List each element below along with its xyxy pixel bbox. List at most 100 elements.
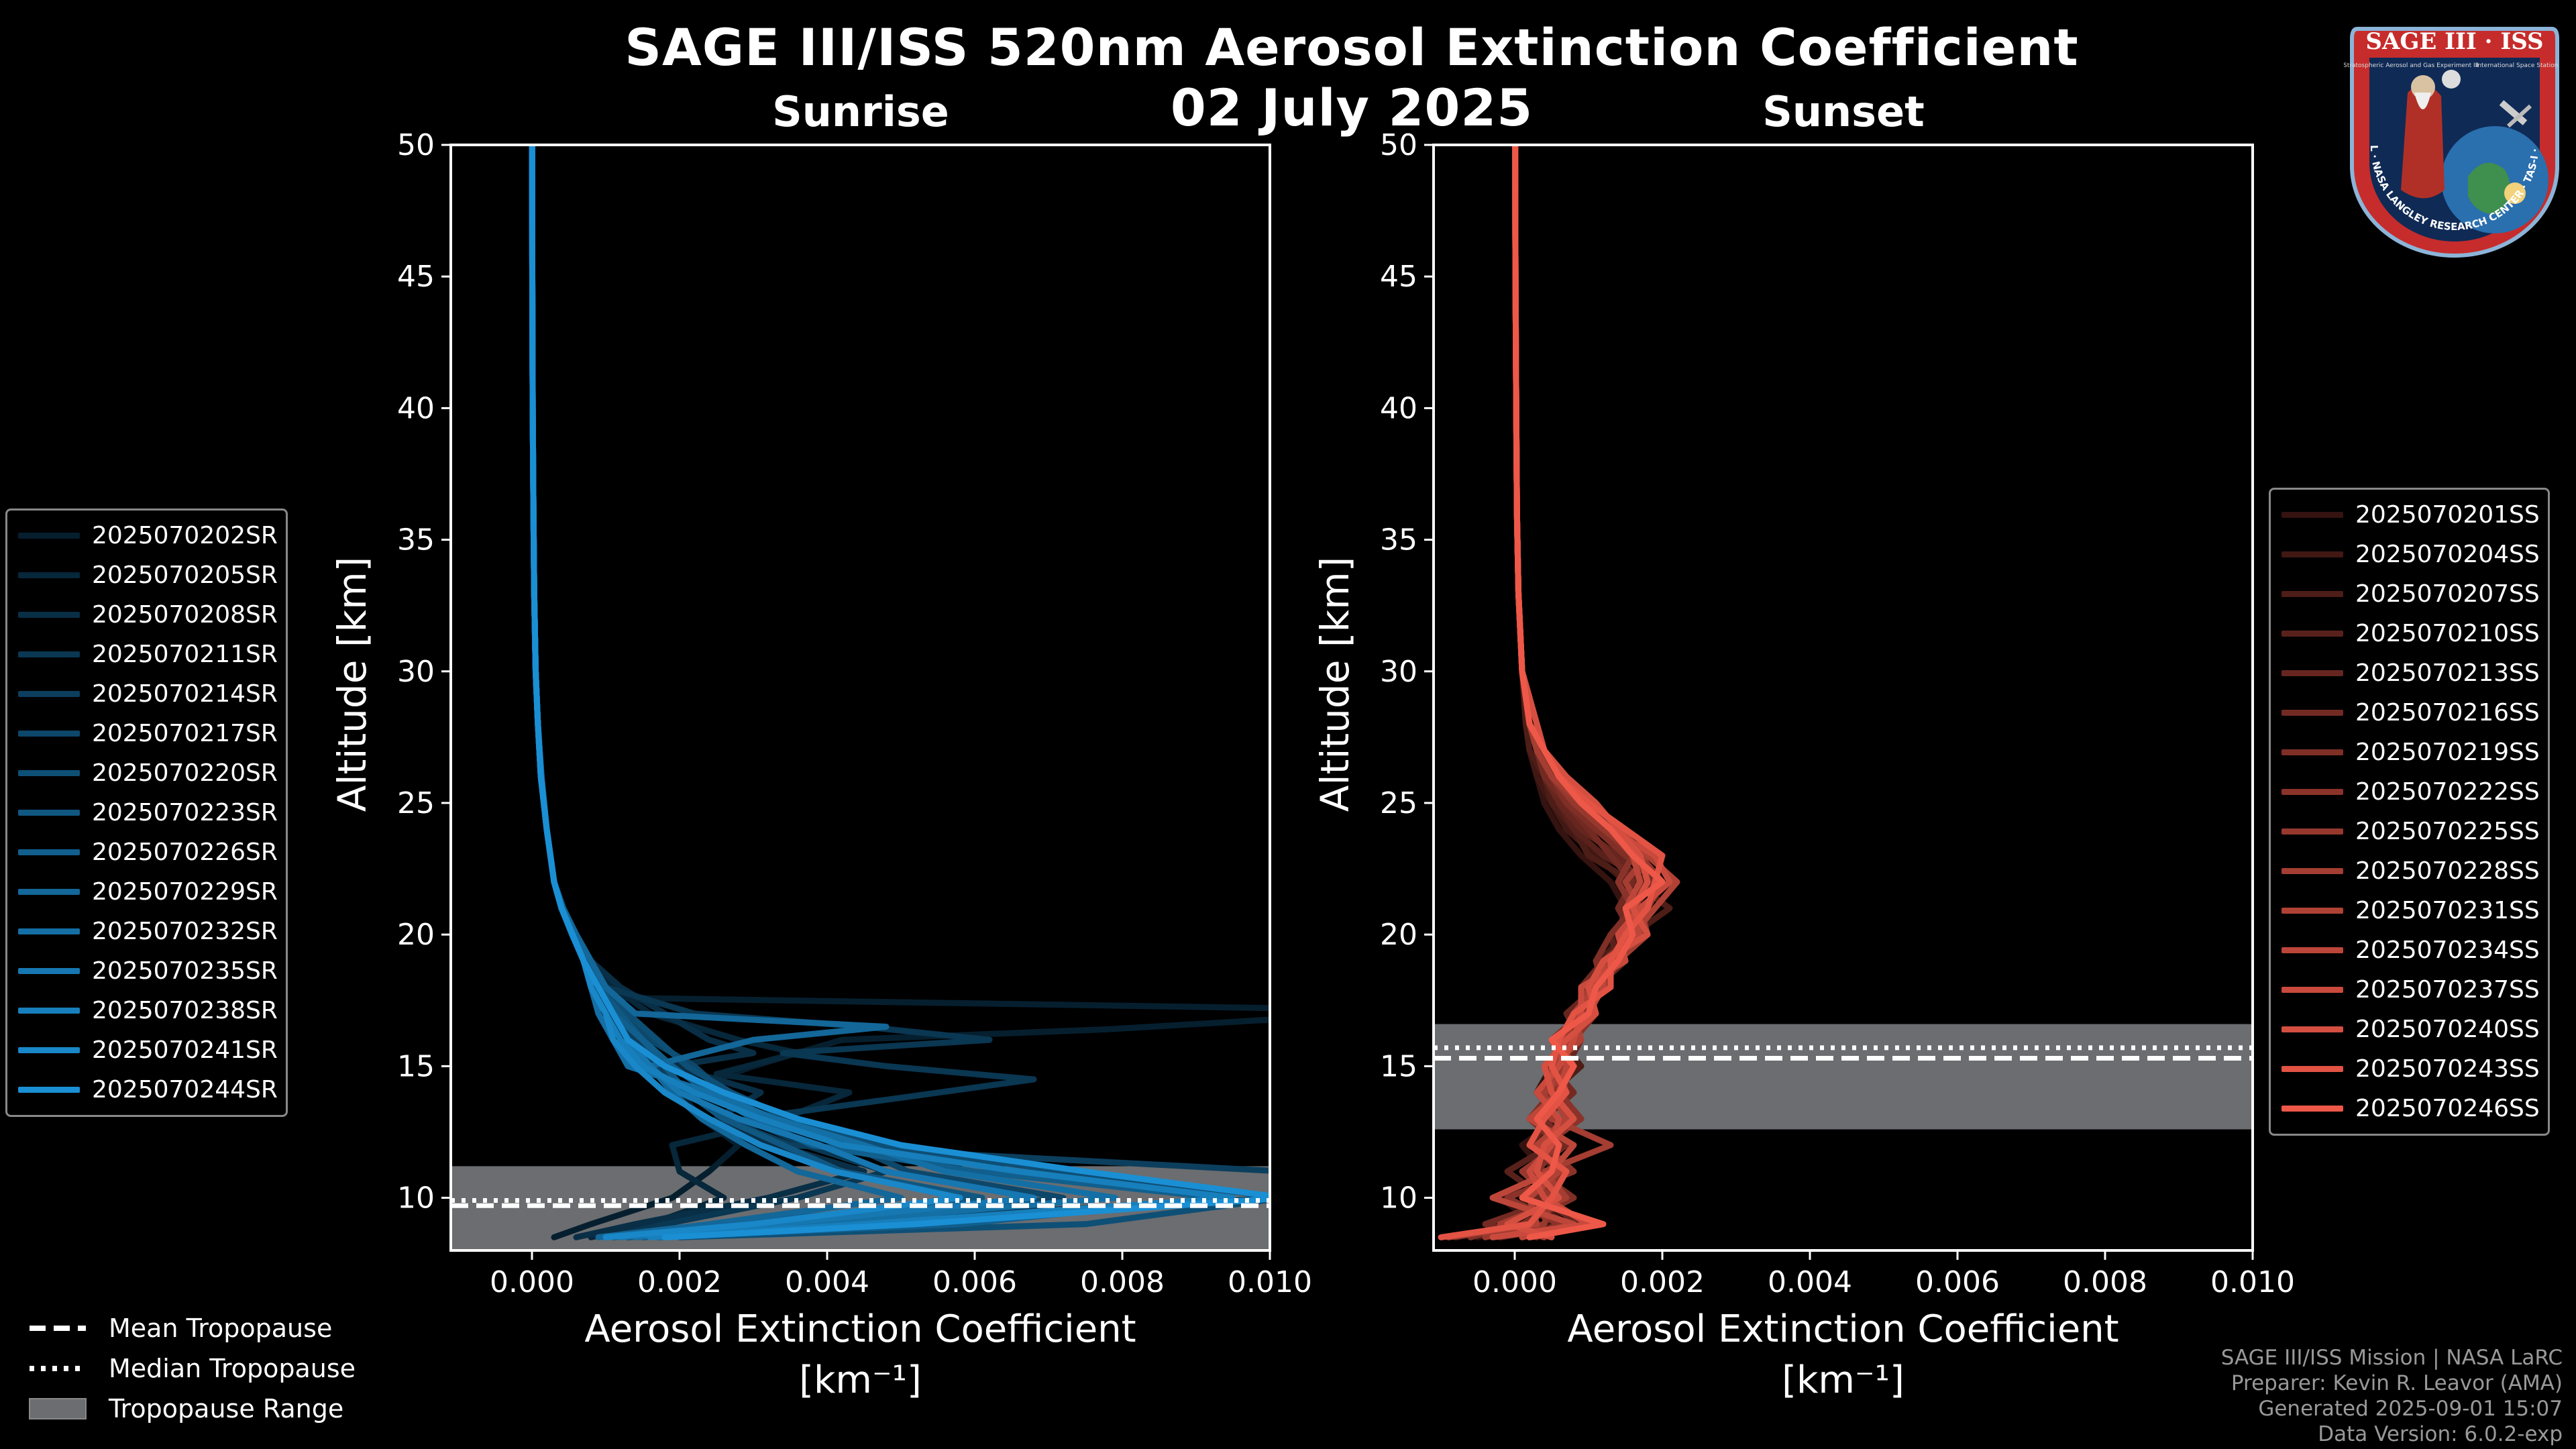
legend-entry-2025070220SR: 2025070220SR — [7, 753, 278, 793]
legend-label: 2025070238SR — [92, 997, 278, 1024]
legend-entry-2025070207SS: 2025070207SS — [2271, 574, 2540, 614]
legend-swatch — [18, 1008, 80, 1014]
legend-swatch — [18, 849, 80, 855]
sunrise-series-2025070244SR — [529, 145, 1270, 1240]
sunset-xlabel: Aerosol Extinction Coefficient — [1567, 1307, 2118, 1351]
legend-swatch — [18, 691, 80, 697]
legend-swatch — [18, 533, 80, 539]
sunrise-series-2025070211SR — [529, 145, 1037, 1240]
chart-title: SAGE III/ISS 520nm Aerosol Extinction Co… — [625, 17, 2079, 77]
legend-swatch — [2282, 1066, 2343, 1072]
legend-label: 2025070210SS — [2355, 620, 2540, 647]
sunrise-series-2025070238SR — [529, 145, 1236, 1240]
legend-swatch — [2282, 987, 2343, 993]
sunset-ytick-label-10: 10 — [1380, 1181, 1417, 1216]
sunset-xunit: [km⁻¹] — [1782, 1358, 1904, 1402]
legend-tropopause-range: Tropopause Range — [20, 1389, 356, 1429]
legend-label: 2025070213SS — [2355, 659, 2540, 687]
sunrise-legend: 2025070202SR 2025070205SR 2025070208SR 2025… — [5, 508, 288, 1117]
legend-swatch — [2282, 749, 2343, 755]
sunrise-ytick-label-35: 35 — [397, 523, 435, 557]
legend-label: 2025070237SS — [2355, 976, 2540, 1004]
sunrise-series-2025070226SR — [529, 145, 1222, 1240]
dotted-line-icon — [30, 1366, 86, 1371]
legend-entry-2025070232SR: 2025070232SR — [7, 912, 278, 951]
sunrise-series-2025070223SR — [529, 145, 985, 1240]
legend-swatch — [2282, 868, 2343, 874]
legend-entry-2025070231SS: 2025070231SS — [2271, 891, 2540, 930]
legend-swatch — [18, 810, 80, 816]
legend-swatch — [2282, 828, 2343, 835]
legend-label: 2025070214SR — [92, 680, 278, 708]
legend-swatch — [2282, 789, 2343, 795]
legend-swatch — [2282, 1106, 2343, 1112]
sunrise-series-2025070241SR — [529, 145, 963, 1240]
legend-label: 2025070201SS — [2355, 501, 2540, 529]
legend-label: 2025070223SR — [92, 799, 278, 826]
sunset-ytick-label-30: 30 — [1380, 655, 1417, 689]
sage-iii-iss-logo: SAGE III · ISS Stratospheric Aerosol and… — [2344, 12, 2559, 258]
sunrise-xunit: [km⁻¹] — [799, 1358, 922, 1402]
legend-entry-2025070240SS: 2025070240SS — [2271, 1010, 2540, 1049]
credits-mission: SAGE III/ISS Mission | NASA LaRC — [2220, 1346, 2563, 1370]
legend-swatch — [18, 651, 80, 657]
sunset-xtick-label-2: 0.004 — [1768, 1265, 1852, 1299]
sunrise-series-group — [529, 145, 1270, 1240]
legend-label: 2025070243SS — [2355, 1055, 2540, 1083]
legend-swatch — [18, 1087, 80, 1093]
legend-entry-2025070219SS: 2025070219SS — [2271, 733, 2540, 772]
sunset-panel-title: Sunset — [1762, 87, 1925, 136]
legend-entry-2025070205SR: 2025070205SR — [7, 555, 278, 595]
legend-swatch — [18, 1047, 80, 1053]
sunset-ytick-label-15: 15 — [1380, 1049, 1417, 1083]
sunrise-ytick-label-20: 20 — [397, 918, 435, 952]
credits-preparer: Preparer: Kevin R. Leavor (AMA) — [2231, 1371, 2563, 1395]
legend-label: 2025070231SS — [2355, 897, 2540, 924]
sunrise-xtick-label-3: 0.006 — [932, 1265, 1017, 1299]
sunrise-ytick-label-45: 45 — [397, 260, 435, 294]
legend-label: 2025070244SR — [92, 1076, 278, 1104]
legend-swatch — [18, 928, 80, 934]
legend-swatch — [18, 572, 80, 578]
legend-swatch — [2282, 908, 2343, 914]
legend-entry-2025070210SS: 2025070210SS — [2271, 614, 2540, 653]
sunrise-ytick-label-25: 25 — [397, 786, 435, 820]
legend-entry-2025070229SR: 2025070229SR — [7, 872, 278, 912]
legend-swatch — [18, 731, 80, 737]
legend-entry-2025070204SS: 2025070204SS — [2271, 535, 2540, 574]
sunset-xtick-label-3: 0.006 — [1915, 1265, 2000, 1299]
sunrise-xtick-label-5: 0.010 — [1228, 1265, 1312, 1299]
svg-text:Stratospheric Aerosol and Gas: Stratospheric Aerosol and Gas Experiment… — [2344, 62, 2479, 69]
legend-label: 2025070202SR — [92, 522, 278, 549]
credits: SAGE III/ISS Mission | NASA LaRC Prepare… — [2221, 1345, 2563, 1447]
legend-swatch — [2282, 512, 2343, 518]
legend-label: 2025070207SS — [2355, 580, 2540, 608]
sunrise-xtick-label-0: 0.000 — [490, 1265, 574, 1299]
legend-entry-2025070211SR: 2025070211SR — [7, 635, 278, 674]
legend-entry-2025070226SR: 2025070226SR — [7, 833, 278, 872]
dashed-line-icon — [30, 1326, 86, 1331]
sunrise-xtick-label-1: 0.002 — [637, 1265, 722, 1299]
sunset-ytick-label-45: 45 — [1380, 260, 1417, 294]
sunset-panel: 10 15 20 25 30 35 40 45 50 0.000 0.002 0.004 0.006 0.… — [1312, 128, 2295, 1402]
sunrise-ytick-label-15: 15 — [397, 1049, 435, 1083]
sunrise-panel-title: Sunrise — [772, 87, 949, 136]
chart-date: 02 July 2025 — [1170, 78, 1534, 138]
legend-label: 2025070220SR — [92, 759, 278, 787]
legend-label: 2025070235SR — [92, 957, 278, 985]
legend-entry-2025070244SR: 2025070244SR — [7, 1070, 278, 1110]
legend-entry-2025070202SR: 2025070202SR — [7, 516, 278, 555]
sunrise-ytick-label-10: 10 — [397, 1181, 435, 1216]
legend-label: 2025070246SS — [2355, 1095, 2540, 1122]
legend-entry-2025070228SS: 2025070228SS — [2271, 851, 2540, 891]
sunrise-xlabel: Aerosol Extinction Coefficient — [584, 1307, 1136, 1351]
svg-text:SAGE III · ISS: SAGE III · ISS — [2365, 28, 2543, 55]
sunrise-axes-frame — [449, 144, 1271, 1252]
legend-entry-2025070222SS: 2025070222SS — [2271, 772, 2540, 812]
legend-label: 2025070222SS — [2355, 778, 2540, 806]
legend-swatch — [2282, 631, 2343, 637]
legend-label: 2025070219SS — [2355, 739, 2540, 766]
legend-swatch — [18, 968, 80, 974]
legend-swatch — [2282, 551, 2343, 557]
